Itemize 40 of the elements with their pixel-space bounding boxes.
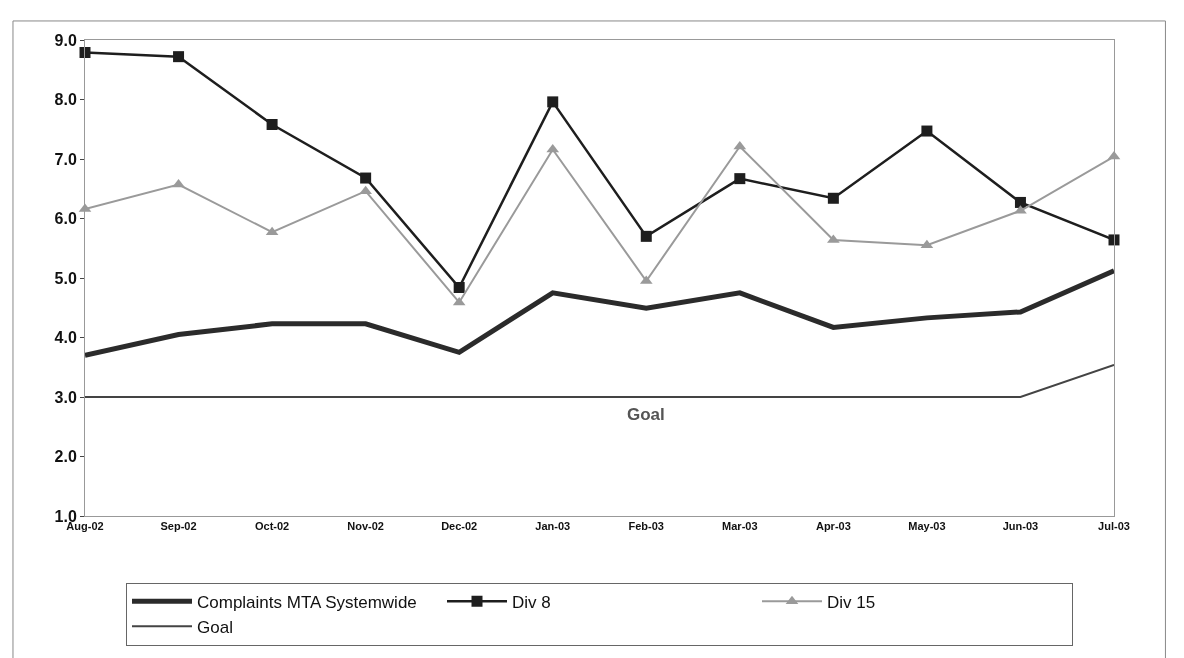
x-tick-label: Oct-02: [254, 520, 290, 533]
point: [920, 239, 934, 249]
x-tick-label: Apr-03: [815, 520, 851, 533]
x-tick-label: Nov-02: [347, 520, 384, 533]
point: [546, 143, 560, 153]
point: [1108, 234, 1120, 246]
x-tick-label: Sep-02: [160, 520, 197, 533]
x-tick-label: Mar-03: [722, 520, 758, 533]
y-tick-label: 8.0: [54, 91, 77, 109]
x-tick-label: Dec-02: [441, 520, 478, 533]
x-tick-label: Jun-03: [1002, 520, 1039, 533]
x-tick-label: Jul-03: [1098, 520, 1130, 533]
legend-label: Div 15: [827, 592, 876, 612]
y-tick-label: 5.0: [54, 269, 77, 287]
y-tick-label: 7.0: [54, 150, 77, 168]
point: [921, 125, 933, 137]
legend-label: Complaints MTA Systemwide: [197, 592, 417, 612]
point: [1014, 196, 1026, 208]
point: [827, 192, 839, 204]
y-tick-label: 6.0: [54, 210, 77, 228]
x-tick-label: Aug-02: [66, 520, 104, 533]
point: [360, 172, 372, 184]
point: [79, 47, 91, 58]
annotation: Goal: [627, 405, 665, 424]
y-tick-label: 4.0: [54, 329, 77, 347]
point: [453, 282, 465, 294]
point: [266, 118, 278, 130]
point: [173, 51, 185, 63]
legend-label: Goal: [197, 617, 233, 637]
point: [734, 173, 746, 185]
point: [452, 296, 466, 306]
y-tick-label: 9.0: [54, 31, 77, 49]
point: [547, 96, 559, 108]
x-tick-label: Jan-03: [535, 520, 571, 533]
x-tick-label: May-03: [908, 520, 946, 533]
point: [640, 230, 652, 242]
x-tick-label: Feb-03: [628, 520, 664, 533]
y-tick-label: 2.0: [54, 448, 77, 466]
y-tick-label: 3.0: [54, 388, 77, 406]
legend-label: Div 8: [512, 592, 551, 612]
